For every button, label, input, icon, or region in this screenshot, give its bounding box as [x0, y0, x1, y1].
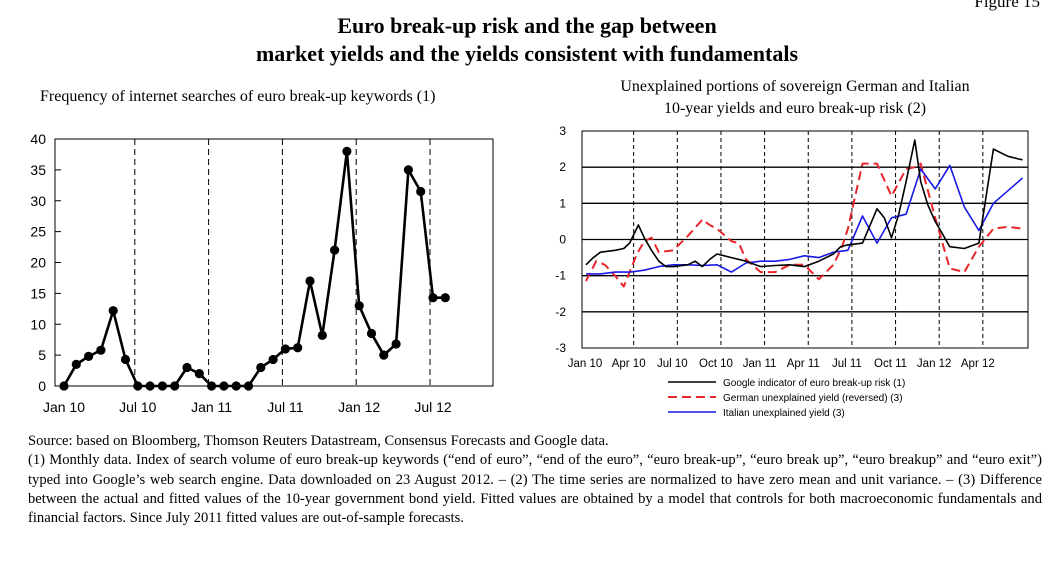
left-xtick-label: Jul 10	[119, 399, 157, 415]
right-ytick-label: -2	[555, 305, 566, 319]
right-xtick-label: Apr 11	[787, 358, 820, 370]
left-data-point	[182, 362, 192, 373]
right-xtick-label: Apr 10	[612, 358, 646, 370]
left-data-point	[391, 339, 401, 349]
left-data-point	[428, 293, 438, 303]
left-data-point	[133, 381, 143, 391]
left-data-point	[96, 345, 106, 355]
left-data-point	[317, 330, 327, 340]
figure-label: Figure 15	[974, 0, 1040, 11]
left-data-point	[219, 381, 229, 391]
left-ytick-label: 25	[30, 224, 46, 240]
left-data-point	[403, 165, 413, 175]
left-data-point	[71, 359, 81, 369]
left-xtick-label: Jul 11	[267, 399, 304, 415]
right-chart-title: Unexplained portions of sovereign German…	[560, 76, 1030, 120]
left-data-point	[194, 369, 204, 379]
left-data-point	[379, 350, 389, 360]
right-xtick-label: Jul 11	[832, 358, 862, 370]
left-ytick-label: 20	[30, 255, 46, 271]
left-xtick-label: Jan 12	[338, 399, 380, 415]
right-chart-title-line-2: 10-year yields and euro break-up risk (2…	[663, 100, 927, 117]
caption-source: Source: based on Bloomberg, Thomson Reut…	[28, 433, 609, 449]
legend-label-0: Google indicator of euro break-up risk (…	[723, 378, 905, 389]
left-ytick-label: 15	[30, 285, 46, 301]
left-data-point	[366, 328, 377, 339]
right-ytick-label: 2	[559, 160, 566, 174]
left-data-point	[145, 381, 155, 391]
caption: Source: based on Bloomberg, Thomson Reut…	[28, 432, 1042, 528]
left-xtick-label: Jul 12	[414, 399, 452, 415]
left-data-point	[157, 381, 167, 391]
left-data-point	[84, 351, 94, 361]
left-data-point	[59, 381, 69, 391]
right-xtick-label: Oct 11	[874, 358, 907, 370]
left-data-point	[440, 293, 450, 303]
legend-label-2: Italian unexplained yield (3)	[723, 408, 845, 419]
left-ytick-label: 5	[38, 347, 46, 363]
legend-label-1: German unexplained yield (reversed) (3)	[723, 393, 903, 404]
left-data-point	[305, 276, 315, 286]
left-data-point	[330, 245, 340, 255]
right-ytick-label: 3	[559, 124, 566, 138]
right-xtick-label: Oct 10	[699, 358, 733, 370]
right-ytick-label: 0	[559, 233, 566, 247]
left-xtick-label: Jan 10	[43, 399, 85, 415]
left-data-point	[120, 354, 131, 365]
left-data-point	[354, 301, 364, 311]
figure-title-line-2: market yields and the yields consistent …	[255, 41, 799, 66]
right-xtick-label: Jan 11	[743, 358, 777, 370]
right-ytick-label: 1	[559, 196, 566, 210]
left-data-point	[243, 381, 254, 391]
right-ytick-label: -1	[555, 269, 566, 283]
right-ytick-label: -3	[555, 341, 566, 355]
left-chart-title: Frequency of internet searches of euro b…	[40, 88, 436, 105]
left-ytick-label: 0	[38, 378, 46, 394]
left-data-point	[268, 354, 278, 365]
left-data-point	[108, 306, 118, 316]
left-data-point	[231, 381, 241, 391]
left-data-point	[342, 146, 352, 156]
left-ytick-label: 30	[30, 193, 46, 209]
figure-title: Euro break-up risk and the gap between m…	[0, 12, 1054, 68]
left-data-point	[256, 362, 266, 373]
left-data-point	[207, 381, 217, 391]
right-chart-title-line-1: Unexplained portions of sovereign German…	[620, 78, 970, 95]
figure-title-line-1: Euro break-up risk and the gap between	[337, 13, 717, 38]
left-ytick-label: 35	[30, 162, 46, 178]
left-data-point	[170, 381, 180, 391]
right-xtick-label: Jul 10	[657, 358, 688, 370]
left-data-point	[416, 186, 426, 197]
right-series-line-0	[585, 139, 1023, 268]
left-ytick-label: 40	[30, 131, 46, 147]
left-ytick-label: 10	[30, 316, 46, 332]
right-xtick-label: Jan 12	[917, 358, 952, 370]
caption-notes: (1) Monthly data. Index of search volume…	[28, 452, 1042, 527]
right-series-line-2	[586, 164, 1024, 275]
right-series-line-1	[585, 162, 1023, 288]
left-data-point	[293, 343, 303, 353]
right-xtick-label: Jan 10	[568, 358, 603, 370]
right-xtick-label: Apr 12	[961, 358, 995, 370]
left-data-point	[280, 344, 290, 354]
left-xtick-label: Jan 11	[191, 399, 232, 415]
